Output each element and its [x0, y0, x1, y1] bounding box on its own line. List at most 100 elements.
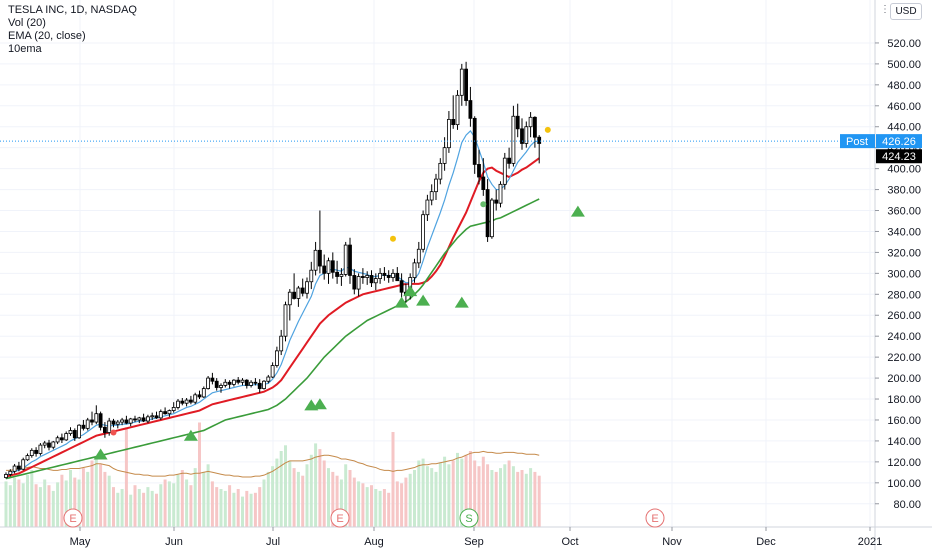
volume-bar — [219, 489, 223, 527]
x-tick-label: Jun — [165, 536, 183, 548]
candle-body — [300, 287, 305, 294]
indicator-volume[interactable]: Vol (20) — [8, 17, 46, 29]
y-tick-label: 140.00 — [887, 436, 921, 448]
volume-bar — [245, 490, 249, 527]
volume-bar — [404, 477, 408, 527]
volume-bar — [4, 481, 8, 527]
post-tag-label: Post — [846, 136, 868, 148]
candle-body — [489, 199, 494, 238]
candle-body — [51, 441, 56, 448]
candle-body — [266, 376, 271, 382]
volume-bar — [382, 489, 386, 527]
event-marker[interactable] — [330, 508, 350, 528]
candle-body — [25, 455, 30, 461]
candle-body — [313, 249, 318, 271]
volume-bar — [344, 464, 348, 527]
volume-bar — [456, 452, 459, 527]
volume-bar — [38, 487, 42, 527]
signal-up-triangle — [394, 296, 409, 308]
candle-body — [145, 416, 150, 422]
candle-body — [184, 399, 189, 404]
candle-body — [434, 178, 438, 193]
volume-bar — [425, 466, 429, 527]
last-price-tag: 424.23 — [882, 151, 916, 163]
candle-body — [378, 272, 383, 279]
candle-body — [373, 278, 378, 284]
y-tick-label: 480.00 — [887, 80, 921, 92]
candle-body — [330, 260, 335, 273]
candle-body — [158, 411, 163, 419]
candle-body — [292, 291, 297, 299]
candle-body — [240, 379, 245, 383]
candle-body — [382, 272, 387, 276]
candle-body — [8, 470, 13, 475]
volume-bar — [413, 470, 416, 527]
volume-bar — [107, 475, 111, 527]
volume-bar — [232, 492, 236, 527]
candle-body — [47, 442, 51, 448]
volume-bar — [529, 468, 533, 527]
candle-body — [421, 214, 426, 250]
volume-bar — [47, 485, 51, 527]
signal-up-triangle — [312, 398, 327, 410]
candle-body — [515, 115, 520, 130]
candle-body — [60, 437, 64, 441]
volume-bar — [253, 492, 257, 527]
volume-bar — [395, 481, 399, 527]
signal-up-triangle — [570, 205, 585, 217]
candle-body — [305, 281, 309, 294]
volume-bar — [537, 475, 541, 527]
volume-bar — [533, 471, 537, 527]
volume-bar-spike — [198, 422, 201, 527]
signal-up-triangle — [454, 296, 469, 308]
y-tick-label: 500.00 — [887, 59, 921, 71]
volume-bar — [331, 471, 335, 527]
candle-body — [227, 381, 232, 385]
x-tick-label: Jul — [266, 536, 280, 548]
y-tick-label: 400.00 — [887, 164, 921, 176]
volume-bar — [301, 475, 305, 527]
symbol-title[interactable]: TESLA INC, 1D, NASDAQ — [8, 4, 137, 16]
event-marker[interactable] — [645, 508, 665, 528]
y-tick-label: 220.00 — [887, 352, 921, 364]
volume-bar — [408, 473, 412, 527]
candle-body — [296, 287, 301, 299]
candle-body — [524, 126, 529, 144]
volume-bar — [56, 482, 60, 527]
event-marker[interactable] — [63, 508, 83, 528]
volume-bar-spike — [124, 427, 128, 527]
candle-body — [154, 415, 159, 419]
volume-bar — [103, 471, 107, 527]
candle-body — [322, 265, 327, 274]
volume-bar — [223, 490, 227, 527]
candle-body — [236, 379, 241, 383]
volume-bar — [309, 454, 313, 527]
y-tick-label: 160.00 — [887, 415, 921, 427]
volume-bar — [288, 460, 292, 527]
y-tick-label: 320.00 — [887, 247, 921, 259]
volume-bar — [266, 471, 270, 527]
y-tick-label: 440.00 — [887, 122, 921, 134]
volume-bar — [503, 464, 507, 527]
y-tick-label: 280.00 — [887, 289, 921, 301]
indicator-10ema[interactable]: 10ema — [8, 43, 42, 55]
volume-bar — [185, 479, 189, 527]
candle-body — [533, 116, 537, 138]
candle-body — [502, 157, 507, 185]
candle-body — [309, 269, 314, 283]
more-options-icon[interactable]: ⋮ — [880, 4, 890, 15]
y-tick-label: 340.00 — [887, 226, 921, 238]
candle-body — [464, 68, 469, 101]
volume-bar — [516, 471, 520, 527]
indicator-ema[interactable]: EMA (20, close) — [8, 30, 86, 42]
volume-bar — [241, 496, 244, 527]
candle-body — [180, 400, 185, 404]
volume-bar — [447, 464, 451, 527]
volume-bar — [477, 466, 481, 527]
currency-button[interactable]: USD — [890, 3, 922, 20]
ema20-line — [5, 157, 540, 478]
event-marker[interactable] — [459, 508, 479, 528]
volume-bar — [305, 464, 309, 527]
